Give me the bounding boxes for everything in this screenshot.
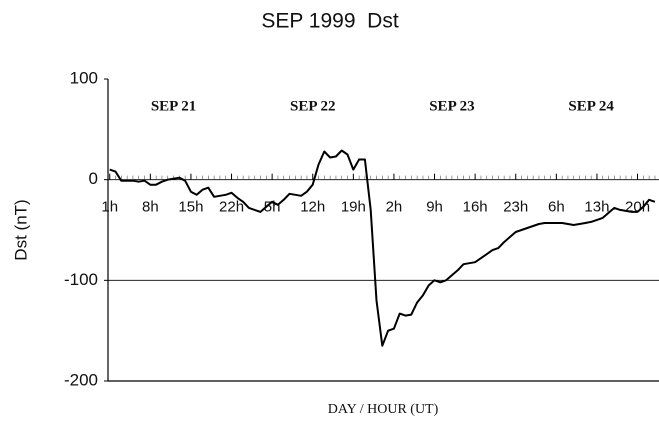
x-tick-label: 16h <box>463 199 488 216</box>
x-tick-label: 8h <box>142 199 159 216</box>
x-tick-label: 19h <box>341 199 366 216</box>
chart-title: SEP 1999 Dst <box>261 10 399 33</box>
x-axis-label: DAY / HOUR (UT) <box>328 402 439 417</box>
x-tick-label: 13h <box>584 199 609 216</box>
x-tick-label: 6h <box>548 199 565 216</box>
data-line <box>109 149 656 347</box>
y-axis-label: Dst (nT) <box>11 199 30 260</box>
day-label: SEP 21 <box>151 98 196 114</box>
y-tick-label: -100 <box>64 270 98 289</box>
x-tick-label: 1h <box>101 199 118 216</box>
x-tick-label: 9h <box>426 199 443 216</box>
day-label: SEP 22 <box>290 98 335 114</box>
y-tick-label: -200 <box>64 370 98 389</box>
x-tick-label: 2h <box>386 199 403 216</box>
day-label: SEP 24 <box>568 98 614 114</box>
x-tick-label: 23h <box>503 199 528 216</box>
y-tick-label: 0 <box>89 169 98 188</box>
y-tick-label: 100 <box>70 68 98 87</box>
x-tick-label: 15h <box>178 199 203 216</box>
day-label: SEP 23 <box>429 98 474 114</box>
x-tick-label: 20h <box>625 199 650 216</box>
x-tick-label: 12h <box>300 199 325 216</box>
x-tick-label: 22h <box>219 199 244 216</box>
